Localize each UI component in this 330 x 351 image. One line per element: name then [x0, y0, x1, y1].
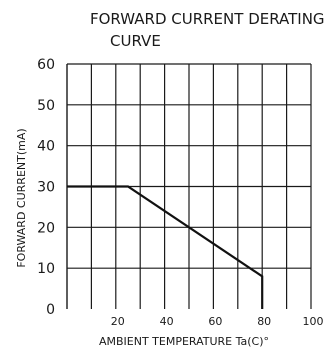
x-tick-label: 60 — [208, 315, 222, 328]
tick-labels: 0 10 20 30 40 50 60 20 40 60 80 100 — [37, 57, 323, 328]
y-tick-label: 30 — [37, 180, 55, 196]
x-tick-label: 80 — [257, 315, 271, 328]
x-tick-label: 40 — [160, 315, 174, 328]
x-tick-label: 20 — [111, 315, 125, 328]
y-tick-label: 20 — [37, 220, 55, 236]
y-tick-label: 0 — [46, 302, 55, 318]
x-tick-label: 100 — [303, 315, 324, 328]
y-tick-label: 50 — [37, 98, 55, 114]
y-tick-label: 10 — [37, 261, 55, 277]
y-tick-label: 40 — [37, 139, 55, 155]
y-axis-label: FORWARD CURRENT(mA) — [15, 128, 28, 267]
chart-title-line-1: FORWARD CURRENT DERATING — [90, 10, 325, 28]
chart-title-line-2: CURVE — [110, 32, 161, 50]
x-axis-label: AMBIENT TEMPERATURE Ta(C)° — [99, 335, 269, 348]
series-layer — [67, 185, 264, 309]
derating-curve — [67, 185, 264, 309]
y-tick-label: 60 — [37, 57, 55, 73]
